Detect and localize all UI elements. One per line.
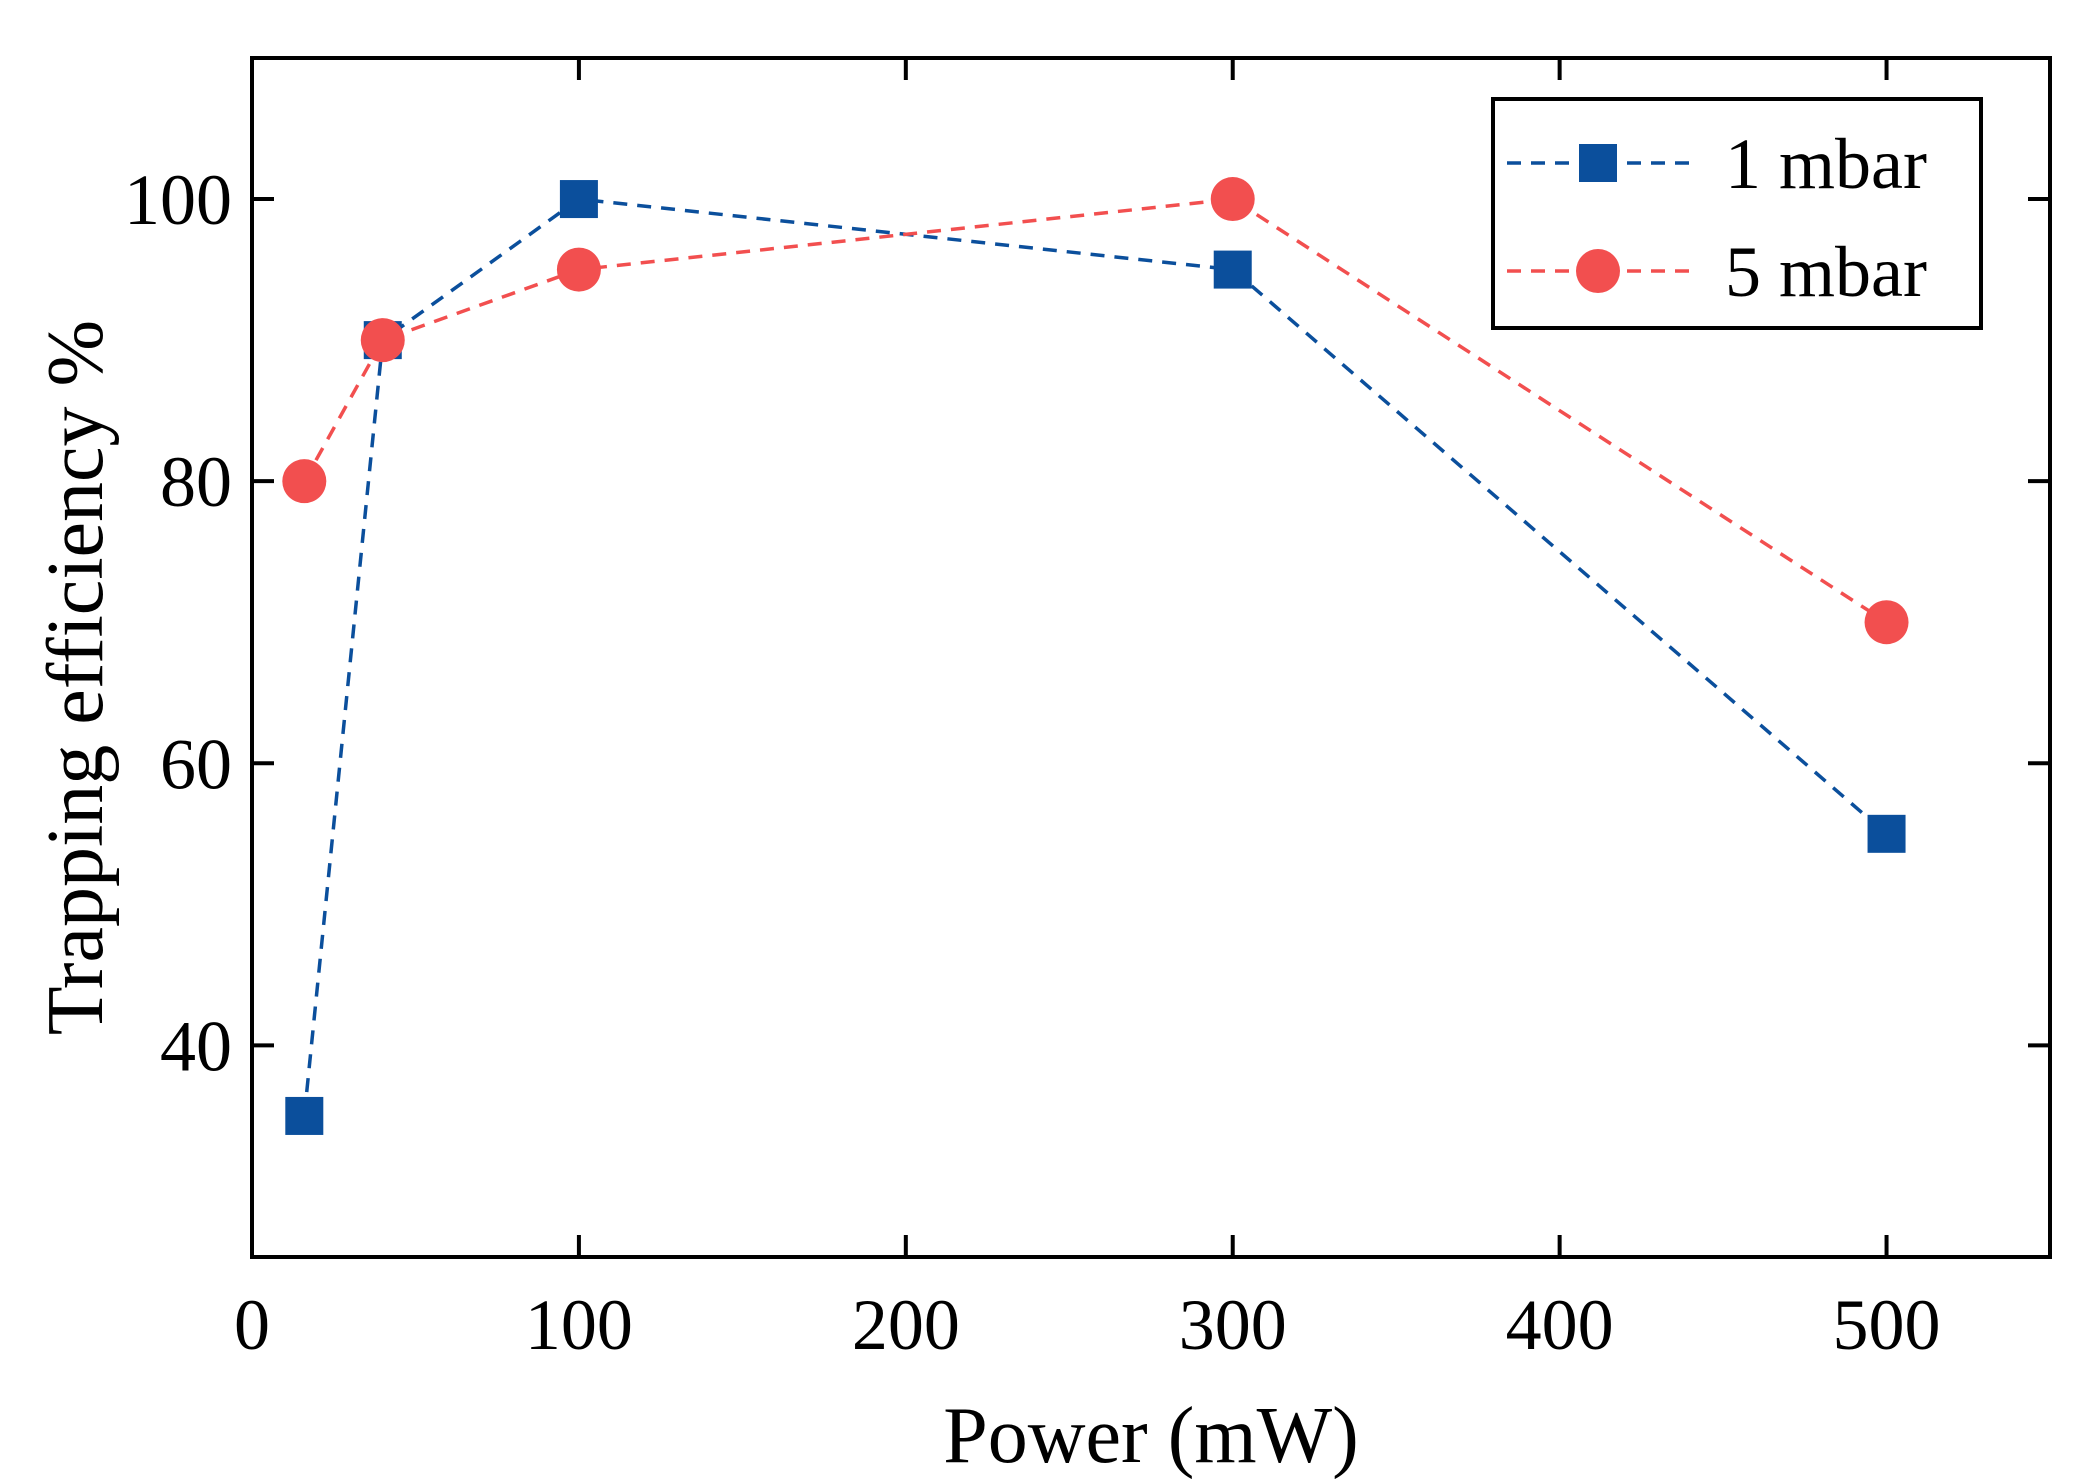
legend-swatch-marker-0	[1579, 144, 1617, 182]
x-tick-label: 300	[1179, 1285, 1287, 1365]
data-point	[1867, 814, 1906, 853]
y-tick-label: 60	[160, 724, 232, 804]
y-tick-label: 80	[160, 442, 232, 522]
data-point	[1210, 177, 1255, 222]
x-tick-label: 0	[234, 1285, 270, 1365]
y-axis-title: Trapping efficiency %	[32, 320, 120, 1035]
data-point	[285, 1096, 324, 1135]
series-1	[282, 177, 1909, 645]
data-point	[360, 318, 405, 363]
axis-layer: 0 100 200 300 400 500 40 60 80 100	[124, 58, 2050, 1365]
x-tick-label: 200	[852, 1285, 960, 1365]
legend-swatch-marker-1	[1576, 249, 1620, 293]
plot-frame	[250, 56, 2052, 1259]
legend-label-0: 1 mbar	[1725, 124, 1927, 204]
data-point	[1864, 600, 1909, 645]
series-0	[285, 180, 1906, 1135]
data-point	[556, 247, 601, 292]
data-point	[559, 180, 598, 219]
x-tick-label: 100	[525, 1285, 633, 1365]
legend-label-1: 5 mbar	[1725, 232, 1927, 312]
data-point	[1213, 250, 1252, 289]
series-layer	[282, 177, 1909, 1135]
x-tick-label: 400	[1506, 1285, 1614, 1365]
data-point	[282, 459, 327, 504]
x-tick-label: 500	[1833, 1285, 1941, 1365]
legend-box	[1491, 97, 1983, 330]
x-axis-title: Power (mW)	[943, 1392, 1358, 1479]
y-tick-label: 40	[160, 1006, 232, 1086]
y-tick-label: 100	[124, 160, 232, 240]
legend: 1 mbar 5 mbar	[1491, 97, 1983, 330]
